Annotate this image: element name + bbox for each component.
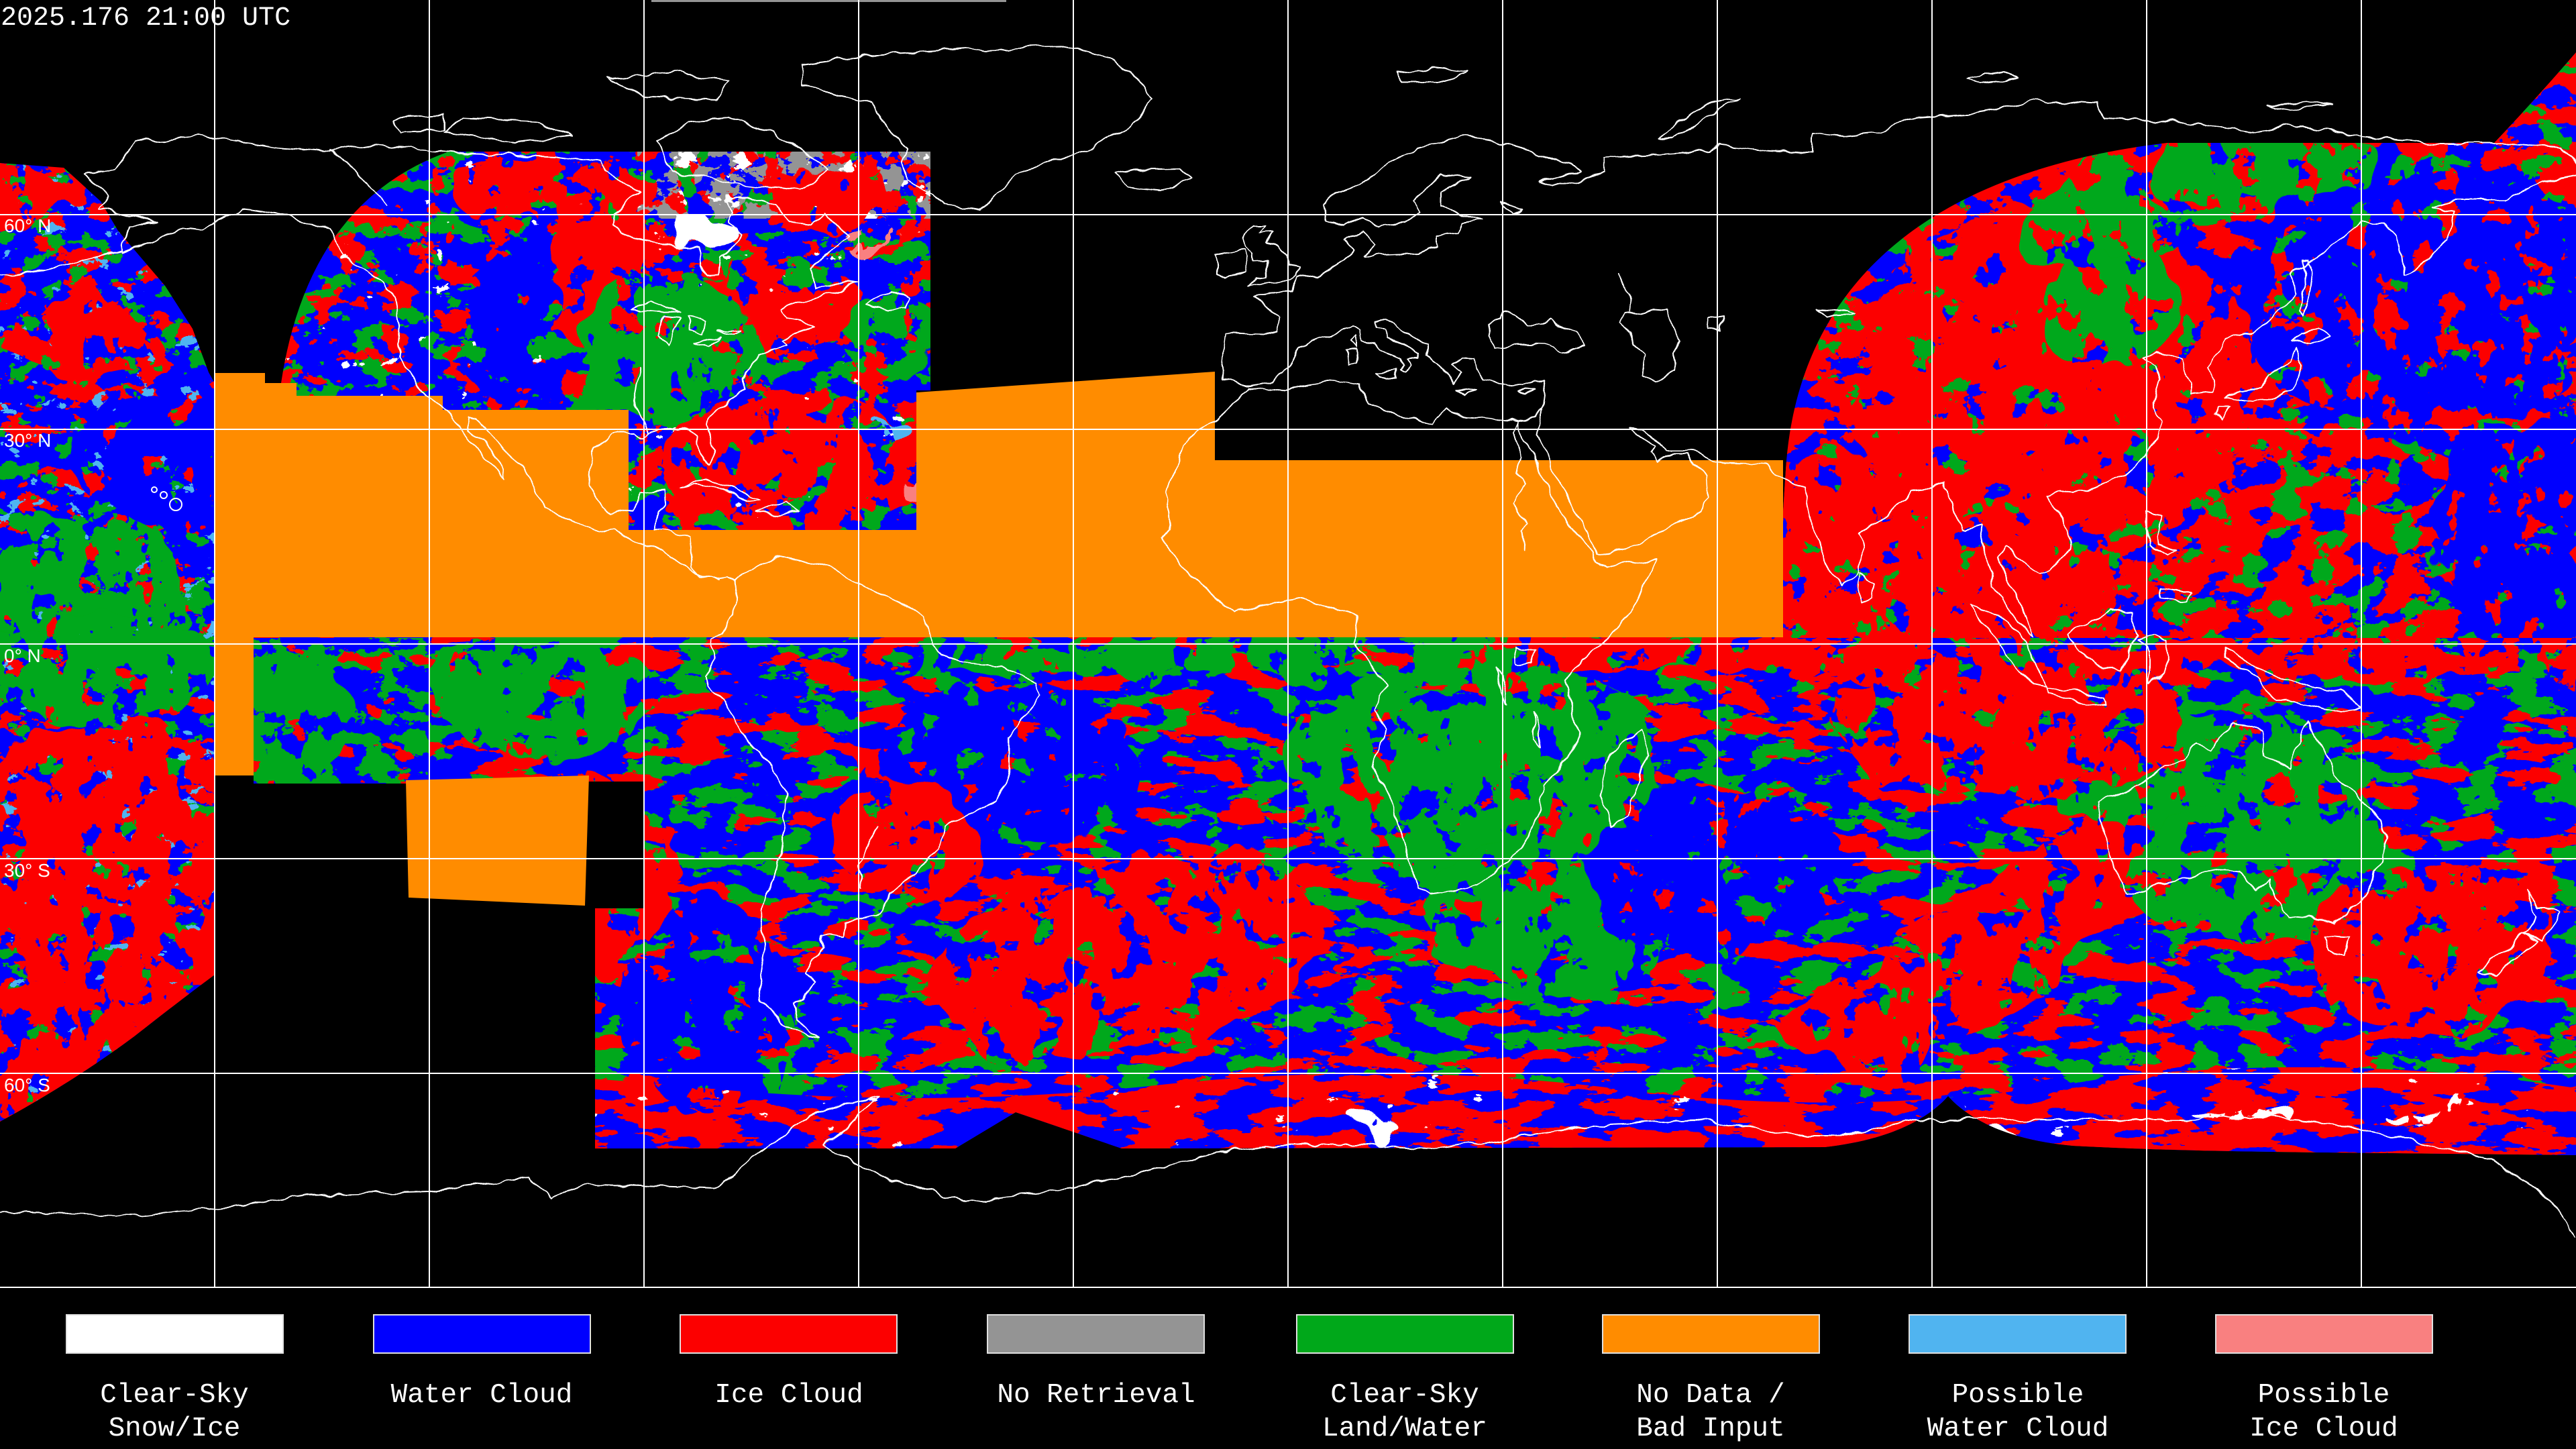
svg-text:Bad Input: Bad Input [1636,1413,1784,1444]
svg-text:Possible: Possible [1952,1380,2084,1411]
svg-text:30° N: 30° N [4,430,51,451]
svg-text:No Retrieval: No Retrieval [997,1380,1195,1411]
svg-text:Water Cloud: Water Cloud [1927,1413,2109,1444]
svg-text:Possible: Possible [2258,1380,2390,1411]
svg-text:Clear-Sky: Clear-Sky [100,1380,248,1411]
svg-text:Land/Water: Land/Water [1322,1413,1487,1444]
svg-text:60° S: 60° S [4,1075,50,1095]
svg-text:Clear-Sky: Clear-Sky [1330,1380,1479,1411]
svg-text:Ice Cloud: Ice Cloud [2249,1413,2398,1444]
svg-text:Water Cloud: Water Cloud [391,1380,573,1411]
svg-text:Snow/Ice: Snow/Ice [109,1413,241,1444]
svg-text:0° N: 0° N [4,645,41,666]
svg-text:2025.176 21:00 UTC: 2025.176 21:00 UTC [1,3,290,34]
svg-text:No Data /: No Data / [1636,1380,1784,1411]
svg-text:30° S: 30° S [4,860,50,881]
svg-text:Ice Cloud: Ice Cloud [714,1380,863,1411]
svg-text:60° N: 60° N [4,215,51,236]
